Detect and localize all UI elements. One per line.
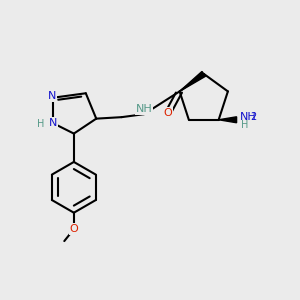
Polygon shape bbox=[219, 117, 237, 123]
Text: N: N bbox=[49, 118, 57, 128]
Text: N: N bbox=[48, 91, 56, 101]
Text: O: O bbox=[163, 108, 172, 118]
Text: NH: NH bbox=[240, 112, 257, 122]
Polygon shape bbox=[180, 71, 206, 92]
Text: H: H bbox=[241, 120, 248, 130]
Text: O: O bbox=[70, 224, 78, 234]
Text: 2: 2 bbox=[250, 112, 256, 122]
Text: H: H bbox=[37, 119, 45, 129]
Text: NH: NH bbox=[136, 104, 152, 114]
